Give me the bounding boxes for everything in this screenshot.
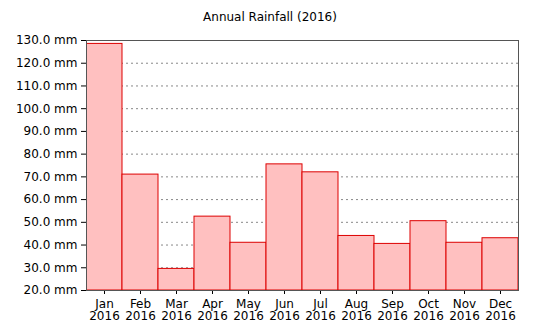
svg-text:130.0 mm: 130.0 mm	[16, 33, 78, 47]
svg-text:Jan2016: Jan2016	[89, 297, 120, 323]
svg-text:30.0 mm: 30.0 mm	[24, 261, 78, 275]
svg-text:110.0 mm: 110.0 mm	[16, 79, 78, 93]
svg-text:Apr2016: Apr2016	[197, 297, 228, 323]
svg-text:Dec2016: Dec2016	[485, 297, 516, 323]
svg-text:70.0 mm: 70.0 mm	[24, 170, 78, 184]
svg-text:Jul2016: Jul2016	[305, 297, 336, 323]
svg-text:Sep2016: Sep2016	[377, 297, 408, 323]
svg-text:20.0 mm: 20.0 mm	[24, 283, 78, 297]
svg-text:Oct2016: Oct2016	[413, 297, 444, 323]
svg-text:90.0 mm: 90.0 mm	[24, 124, 78, 138]
svg-text:Feb2016: Feb2016	[125, 297, 156, 323]
svg-text:Jun2016: Jun2016	[269, 297, 300, 323]
svg-text:Aug2016: Aug2016	[341, 297, 372, 323]
svg-text:Mar2016: Mar2016	[161, 297, 192, 323]
svg-text:40.0 mm: 40.0 mm	[24, 238, 78, 252]
svg-text:May2016: May2016	[233, 297, 264, 323]
svg-text:50.0 mm: 50.0 mm	[24, 215, 78, 229]
svg-text:100.0 mm: 100.0 mm	[16, 102, 78, 116]
svg-text:Nov2016: Nov2016	[449, 297, 480, 323]
svg-text:60.0 mm: 60.0 mm	[24, 192, 78, 206]
svg-text:80.0 mm: 80.0 mm	[24, 147, 78, 161]
svg-text:120.0 mm: 120.0 mm	[16, 56, 78, 70]
html-text:Annual Rainfall (2016): Annual Rainfall (2016)	[203, 10, 337, 24]
